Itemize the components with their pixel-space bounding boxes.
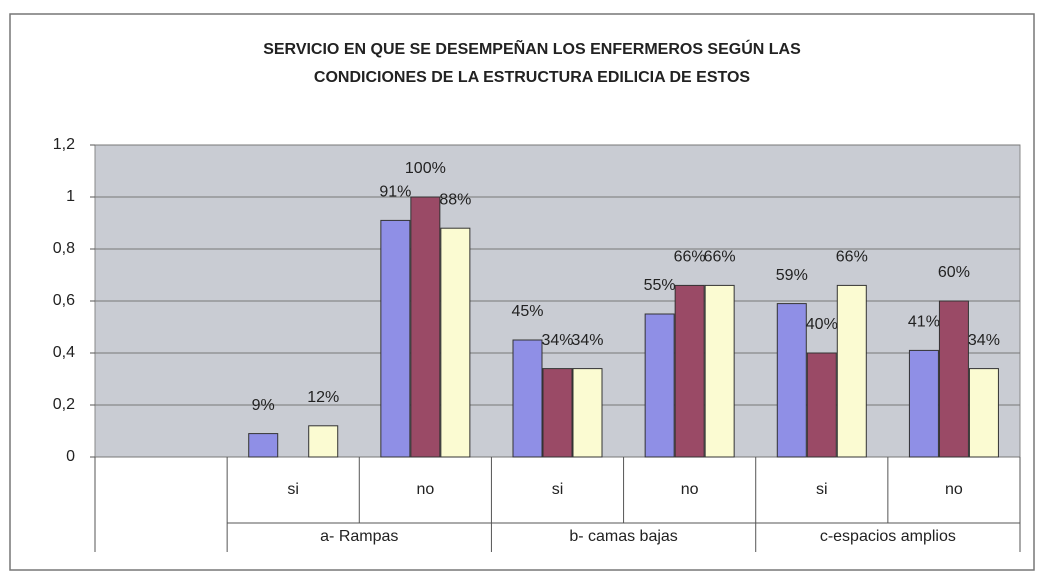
x-tick-label: si [552, 481, 564, 498]
y-tick-label: 0,2 [53, 396, 75, 413]
group-label: b- camas bajas [569, 528, 678, 545]
bar [806, 352, 837, 458]
y-tick-label: 0,6 [53, 292, 75, 309]
bar [776, 303, 807, 458]
data-label: 59% [776, 267, 808, 284]
y-tick-label: 1 [66, 188, 75, 205]
data-label: 66% [836, 249, 868, 266]
data-label: 66% [704, 249, 736, 266]
bar [308, 425, 339, 458]
bar [248, 433, 279, 458]
bar [704, 284, 735, 458]
bar [542, 368, 573, 458]
y-tick-label: 0,4 [53, 344, 75, 361]
data-label: 41% [908, 314, 940, 331]
y-tick-label: 0,8 [53, 240, 75, 257]
data-label: 45% [511, 303, 543, 320]
chart-title: CONDICIONES DE LA ESTRUCTURA EDILICIA DE… [314, 69, 751, 86]
group-label: a- Rampas [320, 528, 398, 545]
x-tick-label: no [416, 481, 434, 498]
bar [644, 313, 675, 458]
x-tick-label: no [945, 481, 963, 498]
bar [938, 300, 969, 458]
bar [572, 368, 603, 458]
data-label: 55% [644, 277, 676, 294]
data-label: 66% [674, 249, 706, 266]
bar [410, 196, 441, 458]
bar [908, 349, 939, 458]
group-label: c-espacios amplios [820, 528, 956, 545]
data-label: 91% [379, 184, 411, 201]
data-label: 60% [938, 264, 970, 281]
bar [380, 219, 411, 458]
bar [512, 339, 543, 458]
data-label: 88% [439, 191, 471, 208]
x-tick-label: si [287, 481, 299, 498]
data-label: 40% [806, 316, 838, 333]
chart-title: SERVICIO EN QUE SE DESEMPEÑAN LOS ENFERM… [263, 38, 801, 58]
bar [440, 227, 471, 458]
bar [836, 284, 867, 458]
data-label: 34% [571, 332, 603, 349]
data-label: 34% [541, 332, 573, 349]
x-tick-label: no [681, 481, 699, 498]
data-label: 34% [968, 332, 1000, 349]
x-tick-label: si [816, 481, 828, 498]
bar [674, 284, 705, 458]
data-label: 12% [307, 389, 339, 406]
y-tick-label: 0 [66, 448, 75, 465]
bar [968, 368, 999, 458]
y-tick-label: 1,2 [53, 136, 75, 153]
data-label: 100% [405, 160, 446, 177]
data-label: 9% [252, 397, 275, 414]
